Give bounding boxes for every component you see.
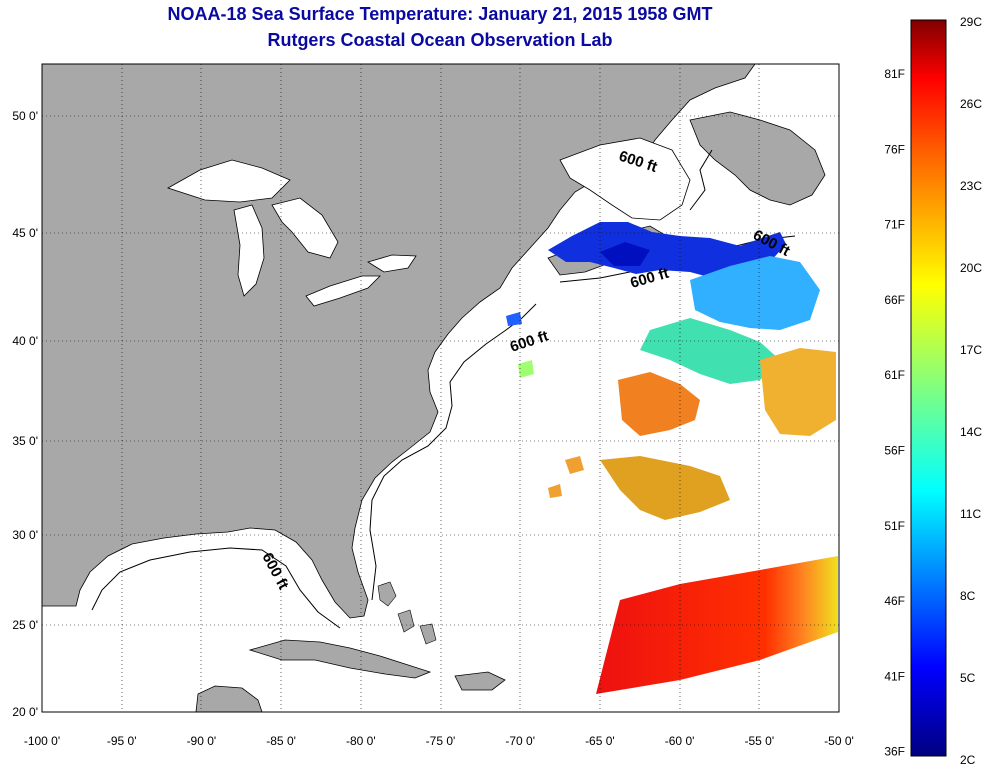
map-grid (42, 64, 839, 712)
longitude-labels: -100 0' -95 0' -90 0' -85 0' -80 0' -75 0' -70… (24, 734, 854, 748)
lake-michigan (233, 204, 265, 297)
lake-superior (167, 159, 291, 203)
bahamas-land (377, 581, 437, 645)
longitude-label: -100 0' (24, 734, 60, 748)
longitude-label: -75 0' (426, 734, 456, 748)
sst-data-warm-red-swath (596, 556, 838, 694)
longitude-label: -85 0' (266, 734, 296, 748)
longitude-label: -80 0' (346, 734, 376, 748)
lake-ontario (367, 254, 417, 273)
latitude-label: 30 0' (12, 528, 38, 542)
colorbar-celsius-label: 20C (960, 261, 982, 275)
longitude-label: -70 0' (505, 734, 535, 748)
sst-data-warm-orange (548, 348, 836, 520)
latitude-label: 50 0' (12, 109, 38, 123)
longitude-label: -50 0' (824, 734, 854, 748)
colorbar-fahrenheit-label: 71F (884, 218, 905, 232)
colorbar-celsius-label: 14C (960, 425, 982, 439)
colorbar-fahrenheit-label: 81F (884, 67, 905, 81)
longitude-label: -60 0' (665, 734, 695, 748)
yucatan-land (195, 685, 263, 712)
latitude-labels: 50 0' 45 0' 40 0' 35 0' 30 0' 25 0' 20 0' (12, 109, 38, 719)
colorbar-fahrenheit-label: 41F (884, 669, 905, 683)
hispaniola-land (454, 671, 506, 691)
colorbar-celsius-label: 23C (960, 179, 982, 193)
colorbar-fahrenheit-label: 56F (884, 444, 905, 458)
colorbar-celsius-label: 26C (960, 97, 982, 111)
latitude-label: 40 0' (12, 334, 38, 348)
map-title: NOAA-18 Sea Surface Temperature: January… (167, 4, 713, 24)
colorbar-celsius-labels: 29C 26C 23C 20C 17C 14C 11C 8C 5C 2C (960, 15, 982, 767)
cuba-land (248, 639, 432, 679)
longitude-label: -95 0' (107, 734, 137, 748)
newfoundland-land (689, 111, 826, 206)
latitude-label: 45 0' (12, 226, 38, 240)
temperature-colorbar (910, 19, 947, 757)
colorbar-fahrenheit-label: 66F (884, 293, 905, 307)
longitude-label: -55 0' (744, 734, 774, 748)
colorbar-celsius-label: 5C (960, 671, 976, 685)
colorbar-fahrenheit-label: 36F (884, 745, 905, 759)
depth-contour-line (91, 149, 796, 629)
colorbar-fahrenheit-label: 61F (884, 368, 905, 382)
latitude-label: 25 0' (12, 618, 38, 632)
colorbar-celsius-label: 11C (960, 507, 981, 521)
colorbar-celsius-label: 17C (960, 343, 982, 357)
colorbar-fahrenheit-labels: 81F 76F 71F 66F 61F 56F 51F 46F 41F 36F (884, 67, 905, 759)
longitude-label: -90 0' (187, 734, 217, 748)
colorbar-celsius-label: 8C (960, 589, 976, 603)
sst-data-cold-blue (506, 222, 786, 326)
colorbar-celsius-label: 29C (960, 15, 982, 29)
map-frame (41, 63, 840, 713)
map-subtitle: Rutgers Coastal Ocean Observation Lab (267, 30, 613, 50)
sst-data-cyan-green (518, 256, 820, 384)
colorbar-fahrenheit-label: 76F (884, 142, 905, 156)
lake-erie (305, 275, 381, 307)
colorbar-fahrenheit-label: 46F (884, 594, 905, 608)
lake-huron (271, 197, 339, 259)
gulf-of-st-lawrence (559, 137, 691, 221)
colorbar-fahrenheit-label: 51F (884, 519, 905, 533)
colorbar-celsius-label: 2C (960, 753, 976, 767)
latitude-label: 20 0' (12, 705, 38, 719)
longitude-label: -65 0' (585, 734, 615, 748)
latitude-label: 35 0' (12, 434, 38, 448)
